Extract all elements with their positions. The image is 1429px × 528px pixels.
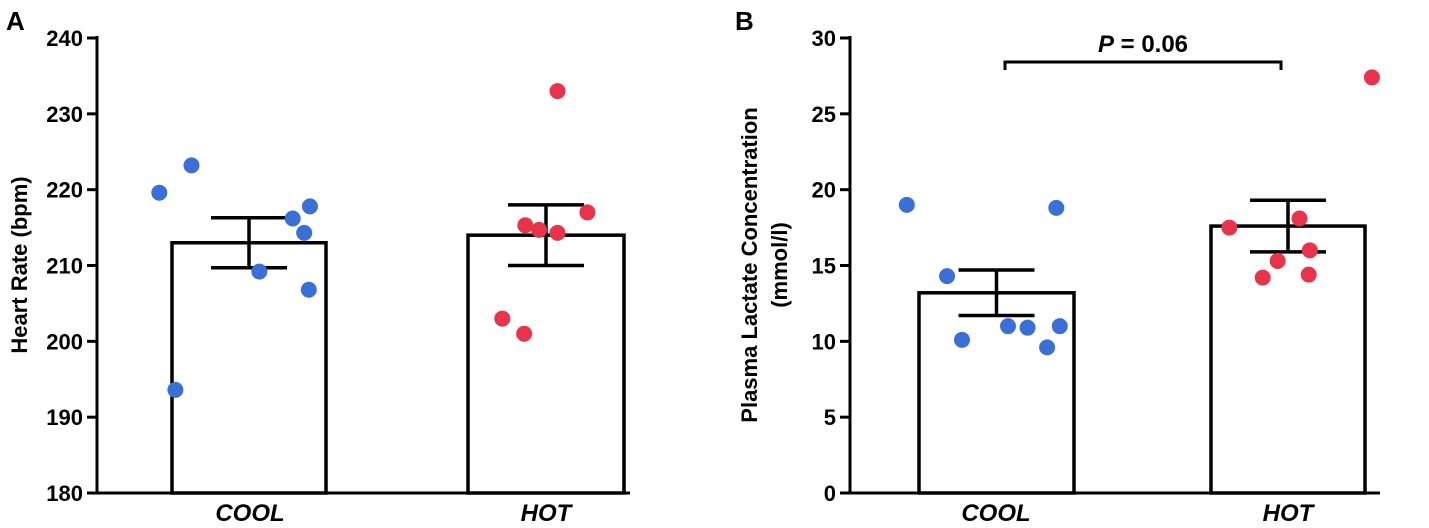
y-tick-label: 190: [46, 405, 83, 430]
data-point-cool: [301, 198, 318, 215]
y-tick-label: 0: [824, 481, 836, 506]
category-label-hot: HOT: [1263, 500, 1316, 527]
y-tick-label: 15: [812, 254, 836, 279]
data-point-hot: [531, 221, 548, 238]
y-tick-label: 230: [46, 102, 83, 127]
data-point-cool: [1039, 339, 1056, 356]
y-tick-label: 30: [812, 26, 836, 51]
bar-hot: [466, 233, 626, 495]
data-point-hot: [1254, 269, 1271, 286]
data-point-hot: [1300, 266, 1317, 283]
y-tick-label: 220: [46, 178, 83, 203]
data-point-hot: [1221, 219, 1238, 236]
y-tick-label: 10: [812, 329, 836, 354]
y-tick-label: 25: [812, 102, 836, 127]
panel-b-letter: B: [735, 6, 754, 36]
data-point-cool: [167, 381, 184, 398]
data-point-hot: [549, 83, 566, 100]
data-point-hot: [494, 310, 511, 327]
y-tick-label: 240: [46, 26, 83, 51]
data-point-cool: [183, 157, 200, 174]
y-axis-label-line2: (mmol/l): [767, 222, 792, 308]
category-label-cool: COOL: [961, 500, 1030, 527]
data-point-hot: [1269, 252, 1286, 269]
data-point-cool: [1019, 319, 1036, 336]
data-point-hot: [1291, 210, 1308, 227]
y-tick-label: 200: [46, 329, 83, 354]
panel-a: A Heart Rate (bpm) 180 190 200 210 220 230 240…: [6, 6, 630, 527]
data-point-hot: [1363, 69, 1380, 86]
category-label-hot: HOT: [521, 500, 574, 527]
significance-bracket: P = 0.06: [1003, 31, 1283, 70]
bar-cool: [917, 291, 1076, 495]
panel-b: B Plasma Lactate Concentration (mmol/l) 0…: [735, 6, 1380, 527]
data-point-cool: [939, 268, 956, 285]
data-point-cool: [251, 263, 268, 280]
data-point-cool: [898, 196, 915, 213]
data-point-hot: [549, 224, 566, 241]
data-point-hot: [1301, 242, 1318, 259]
data-point-hot: [516, 325, 533, 342]
bar-cool: [170, 241, 328, 495]
y-tick-label: 20: [812, 178, 836, 203]
error-bar-cool: [958, 268, 1035, 318]
data-point-cool: [300, 281, 317, 298]
y-tick-label: 180: [46, 481, 83, 506]
panel-a-letter: A: [6, 6, 25, 36]
y-tick-label: 5: [824, 405, 836, 430]
error-bar-cool: [211, 215, 287, 270]
data-point-cool: [296, 224, 313, 241]
data-point-hot: [517, 217, 534, 234]
bar-hot: [1209, 224, 1367, 495]
data-point-cool: [284, 210, 301, 227]
data-point-cool: [1000, 318, 1016, 335]
data-point-cool: [151, 184, 168, 201]
error-bar-hot: [508, 203, 584, 268]
data-point-hot: [579, 204, 596, 221]
y-tick-label: 210: [46, 254, 83, 279]
data-point-cool: [1048, 199, 1065, 216]
data-point-cool: [1051, 318, 1068, 335]
category-label-cool: COOL: [215, 500, 284, 527]
y-axis-label: Heart Rate (bpm): [7, 176, 32, 353]
data-point-cool: [954, 331, 970, 348]
y-axis-label-line1: Plasma Lactate Concentration: [737, 107, 762, 422]
p-value-label: P = 0.06: [1098, 31, 1188, 58]
